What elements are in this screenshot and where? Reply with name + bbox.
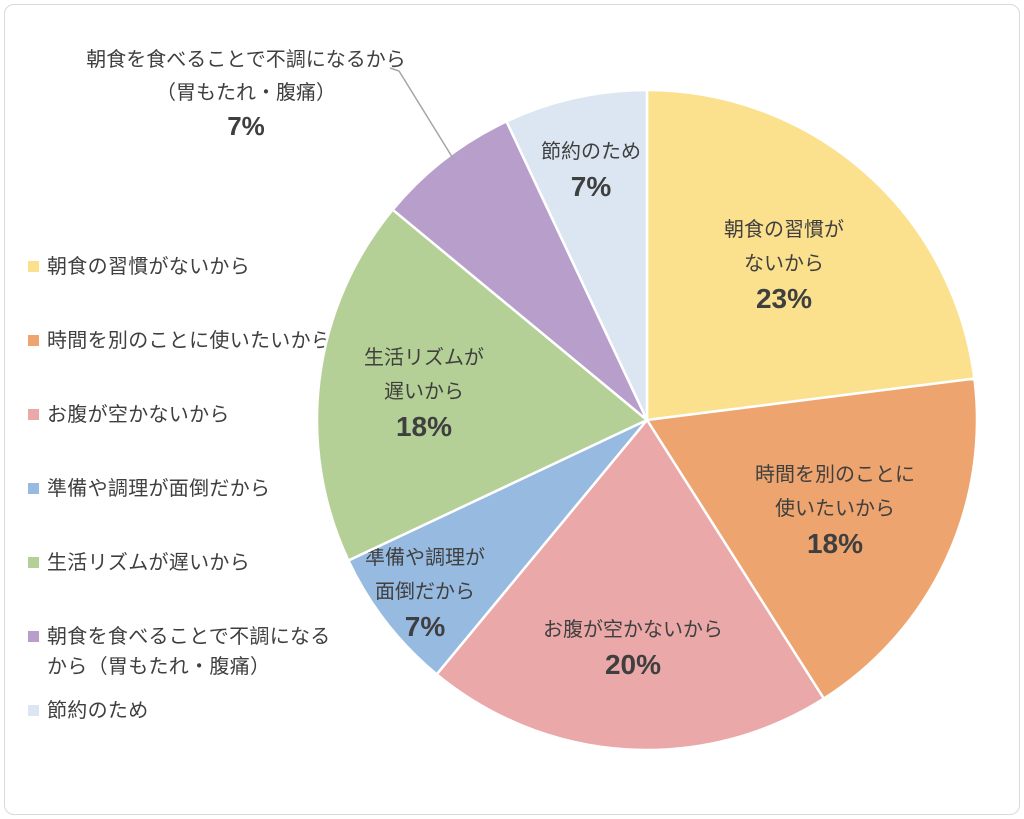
slice-percent-label: 23%	[756, 283, 812, 314]
legend-item: 時間を別のことに使いたいから	[28, 326, 348, 356]
slice-text-label: 節約のため	[541, 140, 641, 163]
slice-text-label: 遅いから	[384, 381, 464, 403]
pie-slice-1	[645, 88, 976, 422]
legend-color-swatch	[28, 261, 39, 272]
legend-label: 朝食を食べることで不調になるから（胃もたれ・腹痛）	[47, 626, 331, 678]
legend-item: 生活リズムが遅いから	[28, 548, 348, 578]
legend-color-swatch	[28, 705, 39, 716]
callout-line1: 朝食を食べることで不調になるから	[86, 49, 406, 71]
slice-text-label: ないから	[744, 253, 824, 275]
pie-slice-6	[391, 120, 649, 422]
legend-label: 時間を別のことに使いたいから	[47, 330, 332, 352]
slice-text-label: 時間を別のことに	[755, 463, 915, 486]
legend-color-swatch	[28, 335, 39, 346]
legend-item: お腹が空かないから	[28, 400, 348, 430]
legend-item: 朝食を食べることで不調になるから（胃もたれ・腹痛）	[28, 622, 348, 682]
legend-label: お腹が空かないから	[47, 404, 230, 426]
legend-color-swatch	[28, 631, 39, 642]
legend-label: 節約のため	[47, 700, 149, 722]
slice-text-label: 面倒だから	[375, 580, 475, 603]
callout-leader-line	[389, 67, 455, 161]
legend-label: 準備や調理が面倒だから	[47, 478, 271, 500]
legend-label: 生活リズムが遅いから	[47, 552, 250, 574]
legend-item: 節約のため	[28, 696, 348, 726]
callout-label: 朝食を食べることで不調になるから （胃もたれ・腹痛） 7%	[58, 44, 434, 142]
pie-slice-7	[505, 88, 649, 422]
slice-percent-label: 18%	[396, 411, 452, 442]
pie-slice-4	[347, 418, 649, 676]
slice-text-label: 朝食の習慣が	[724, 218, 844, 241]
legend-item: 朝食の習慣がないから	[28, 252, 348, 282]
legend-label: 朝食の習慣がないから	[47, 256, 250, 278]
slice-percent-label: 7%	[571, 171, 612, 202]
slice-text-label: 準備や調理が	[365, 546, 485, 569]
pie-slice-2	[645, 377, 979, 700]
legend-color-swatch	[28, 557, 39, 568]
slice-percent-label: 7%	[405, 611, 446, 642]
legend-item: 準備や調理が面倒だから	[28, 474, 348, 504]
legend-color-swatch	[28, 409, 39, 420]
slice-percent-label: 20%	[605, 649, 661, 680]
pie-slice-3	[435, 418, 826, 752]
slice-percent-label: 18%	[807, 528, 863, 559]
legend-color-swatch	[28, 483, 39, 494]
pie-slice-5	[315, 208, 649, 562]
legend: 朝食の習慣がないから時間を別のことに使いたいから お腹が空かないから準備や調理が面…	[28, 252, 348, 726]
slice-text-label: お腹が空かないから	[543, 618, 723, 641]
callout-line2: （胃もたれ・腹痛）	[156, 82, 336, 104]
slice-text-label: 使いたいから	[775, 497, 895, 520]
slice-text-label: 生活リズムが	[364, 346, 484, 369]
callout-percent: 7%	[227, 111, 265, 141]
